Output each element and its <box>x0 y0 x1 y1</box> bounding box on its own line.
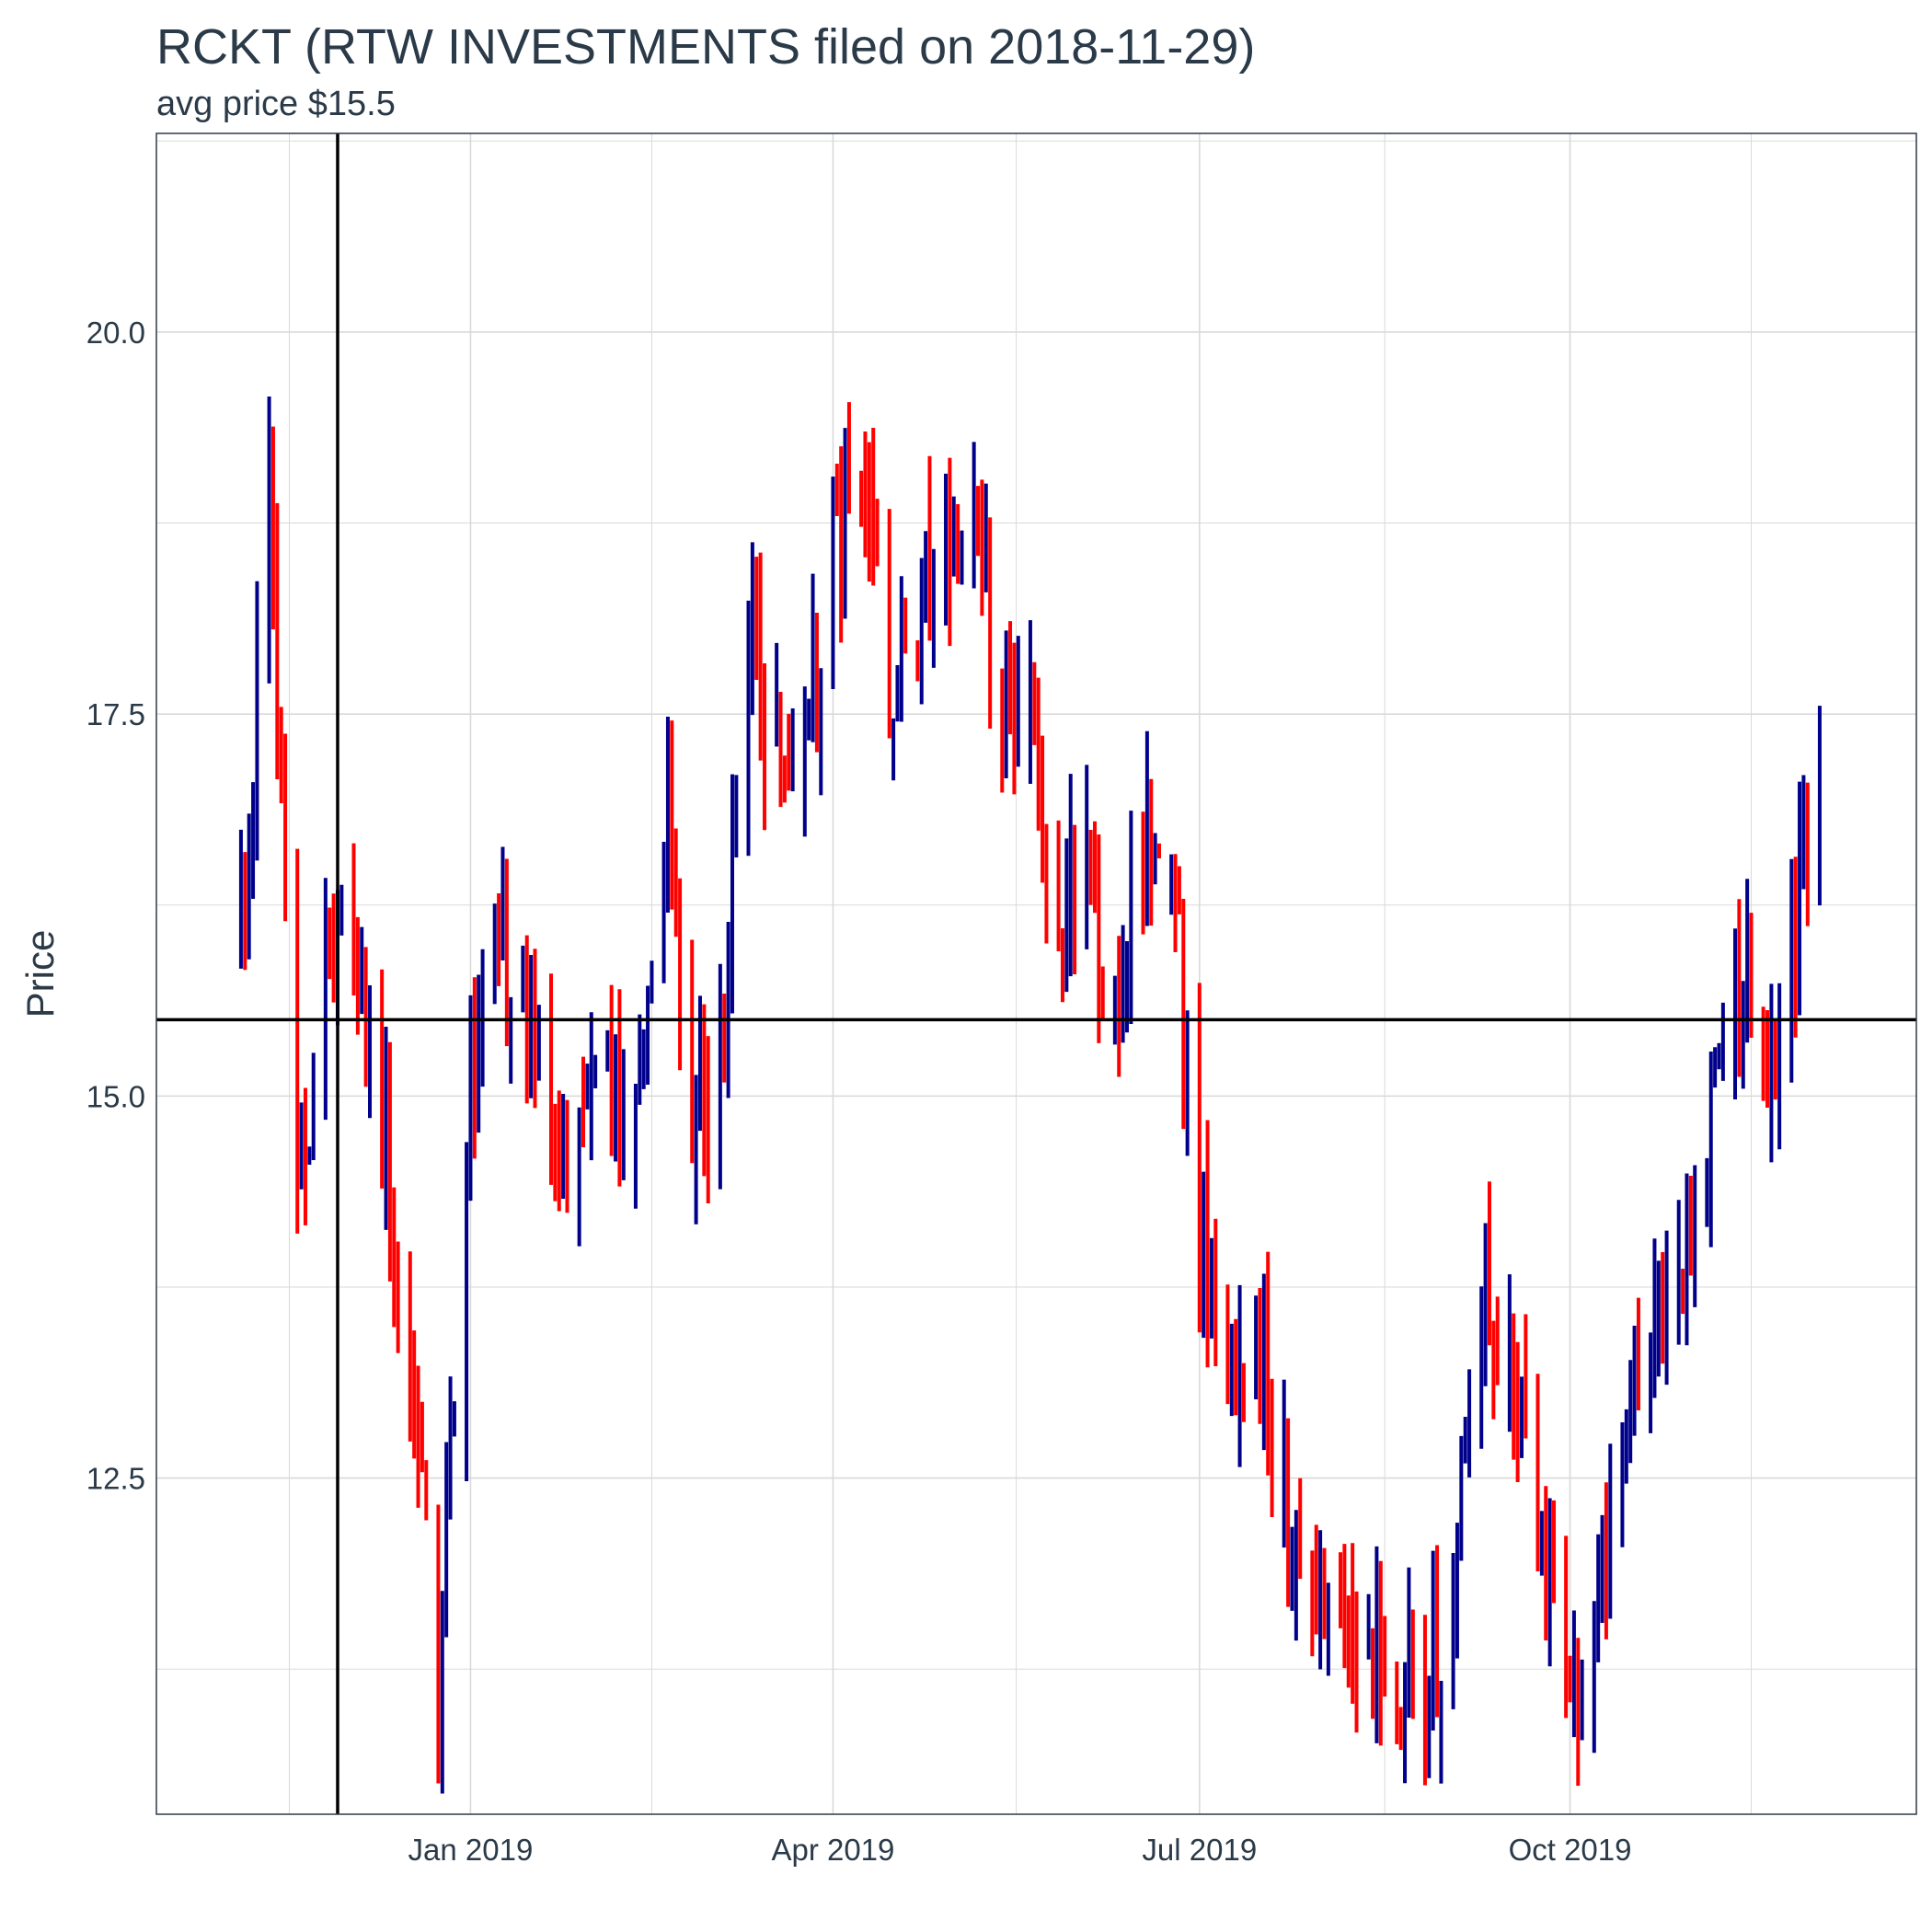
y-tick-label: 12.5 <box>86 1462 145 1496</box>
chart-title: RCKT (RTW INVESTMENTS filed on 2018-11-2… <box>156 19 1256 75</box>
y-tick-label: 17.5 <box>86 697 145 731</box>
x-tick-label: Oct 2019 <box>1509 1833 1632 1867</box>
y-tick-label: 15.0 <box>86 1079 145 1113</box>
y-axis-title: Price <box>18 930 62 1018</box>
y-tick-label: 20.0 <box>86 316 145 350</box>
x-tick-label: Apr 2019 <box>771 1833 894 1867</box>
chart-subtitle: avg price $15.5 <box>156 85 396 123</box>
ohlc-bars <box>238 396 1822 1794</box>
grid-lines <box>156 133 1916 1814</box>
x-tick-label: Jul 2019 <box>1142 1833 1257 1867</box>
x-tick-label: Jan 2019 <box>408 1833 534 1867</box>
plot-panel-border <box>155 132 1917 1815</box>
